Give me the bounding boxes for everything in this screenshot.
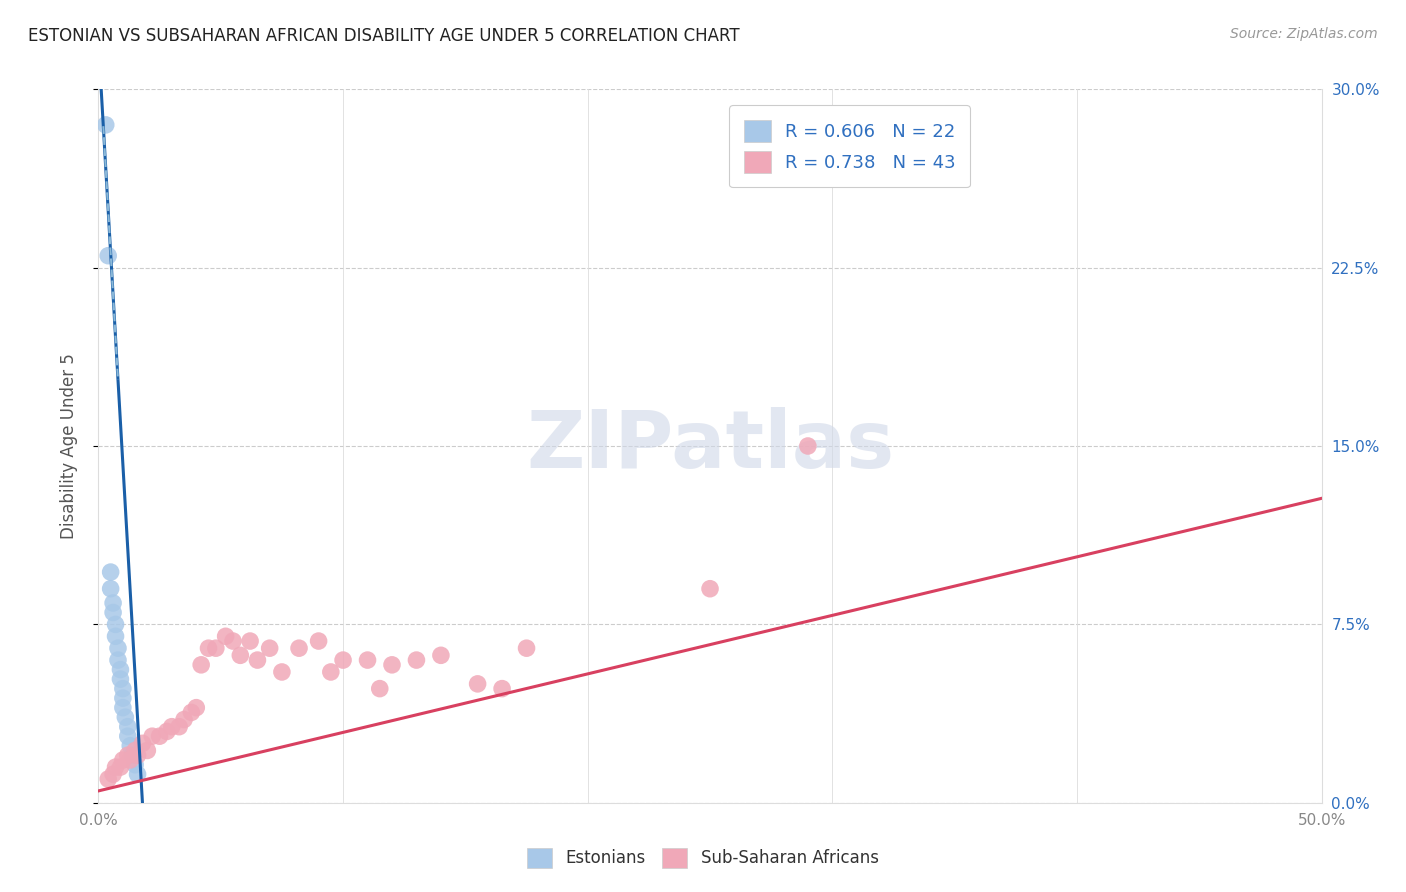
Point (111, 753, 134, 767)
Point (131, 736, 153, 750)
Point (173, 713, 195, 727)
Point (124, 743, 146, 757)
Point (114, 710, 136, 724)
Point (205, 641, 228, 656)
Point (430, 648, 453, 663)
Point (100, 582, 122, 596)
Point (121, 748, 143, 763)
Point (117, 748, 139, 763)
Point (491, 681, 513, 696)
Point (368, 681, 391, 696)
Point (319, 665, 342, 679)
Point (214, 629, 236, 643)
Point (97, 772, 120, 786)
Point (127, 748, 149, 763)
Point (332, 653, 354, 667)
Point (110, 663, 132, 677)
Point (156, 724, 179, 739)
Point (270, 665, 294, 679)
Point (110, 760, 132, 774)
Point (111, 681, 134, 696)
Point (467, 677, 489, 691)
Point (101, 767, 124, 781)
Point (124, 757, 146, 772)
Point (180, 706, 202, 720)
Point (186, 700, 208, 714)
Legend: Estonians, Sub-Saharan Africans: Estonians, Sub-Saharan Africans (520, 841, 886, 875)
Text: Source: ZipAtlas.com: Source: ZipAtlas.com (1230, 27, 1378, 41)
Point (515, 641, 537, 656)
Point (111, 691, 134, 706)
Point (117, 720, 139, 734)
Point (356, 653, 378, 667)
Point (101, 596, 124, 610)
Point (127, 767, 149, 781)
Point (120, 739, 142, 753)
Point (97, 249, 120, 263)
Point (167, 720, 190, 734)
Point (107, 641, 129, 656)
Point (190, 657, 212, 672)
Point (136, 743, 159, 757)
Point (197, 641, 219, 656)
Point (110, 672, 132, 686)
Point (381, 657, 404, 672)
Point (405, 653, 427, 667)
Point (222, 634, 245, 648)
Point (101, 606, 124, 620)
Point (104, 629, 127, 643)
Y-axis label: Disability Age Under 5: Disability Age Under 5 (59, 353, 77, 539)
Point (107, 653, 129, 667)
Point (111, 700, 134, 714)
Point (94, 118, 117, 132)
Point (117, 729, 139, 743)
Point (141, 729, 163, 743)
Point (797, 439, 820, 453)
Point (104, 617, 127, 632)
Point (149, 729, 172, 743)
Text: ZIPatlas: ZIPatlas (526, 407, 894, 485)
Point (229, 648, 252, 663)
Text: ESTONIAN VS SUBSAHARAN AFRICAN DISABILITY AGE UNDER 5 CORRELATION CHART: ESTONIAN VS SUBSAHARAN AFRICAN DISABILIT… (28, 27, 740, 45)
Point (160, 720, 183, 734)
Point (100, 565, 122, 579)
Point (246, 653, 269, 667)
Legend: R = 0.606   N = 22, R = 0.738   N = 43: R = 0.606 N = 22, R = 0.738 N = 43 (730, 105, 970, 187)
Point (120, 753, 142, 767)
Point (104, 760, 127, 774)
Point (308, 634, 330, 648)
Point (239, 634, 262, 648)
Point (259, 641, 281, 656)
Point (699, 582, 721, 596)
Point (288, 641, 311, 656)
